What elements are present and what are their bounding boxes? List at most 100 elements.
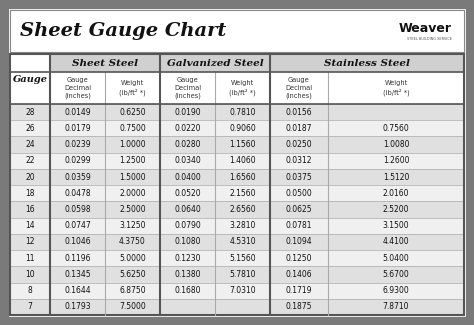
Text: 1.0080: 1.0080 — [383, 140, 409, 149]
Text: 0.1345: 0.1345 — [64, 270, 91, 279]
Text: 1.5120: 1.5120 — [383, 173, 409, 182]
Text: 4.4100: 4.4100 — [383, 238, 410, 246]
Text: 1.4060: 1.4060 — [229, 156, 256, 165]
Text: 24: 24 — [25, 140, 35, 149]
Text: Gauge: Gauge — [12, 74, 47, 84]
Bar — [10, 185, 464, 202]
Text: 0.0156: 0.0156 — [286, 108, 312, 117]
Text: 28: 28 — [25, 108, 35, 117]
Text: 1.5000: 1.5000 — [119, 173, 146, 182]
Text: 0.1094: 0.1094 — [286, 238, 312, 246]
Text: 5.0400: 5.0400 — [383, 254, 410, 263]
Bar — [10, 218, 464, 234]
Bar — [10, 54, 50, 104]
Text: 0.1380: 0.1380 — [174, 270, 201, 279]
Text: 0.6250: 0.6250 — [119, 108, 146, 117]
Text: 0.0179: 0.0179 — [64, 124, 91, 133]
Bar — [10, 299, 464, 315]
Text: 0.1680: 0.1680 — [174, 286, 201, 295]
Text: 0.1875: 0.1875 — [286, 302, 312, 311]
Text: 0.0375: 0.0375 — [286, 173, 312, 182]
Text: 16: 16 — [25, 205, 35, 214]
Text: Gauge
Decimal
(inches): Gauge Decimal (inches) — [174, 77, 201, 99]
Text: 0.0500: 0.0500 — [286, 189, 312, 198]
Text: 0.1230: 0.1230 — [174, 254, 201, 263]
Text: 2.5000: 2.5000 — [119, 205, 146, 214]
Text: 0.1080: 0.1080 — [174, 238, 201, 246]
Text: 8: 8 — [27, 286, 32, 295]
Text: 5.6700: 5.6700 — [383, 270, 410, 279]
Text: 7.5000: 7.5000 — [119, 302, 146, 311]
Bar — [10, 10, 464, 52]
Bar — [270, 54, 464, 72]
Text: 0.0299: 0.0299 — [64, 156, 91, 165]
Text: 1.6560: 1.6560 — [229, 173, 256, 182]
Bar — [10, 169, 464, 185]
Text: 0.0190: 0.0190 — [174, 108, 201, 117]
Text: 2.1560: 2.1560 — [229, 189, 256, 198]
Text: 7.8710: 7.8710 — [383, 302, 409, 311]
Text: 5.1560: 5.1560 — [229, 254, 256, 263]
Text: 5.0000: 5.0000 — [119, 254, 146, 263]
Text: 0.1406: 0.1406 — [286, 270, 312, 279]
Text: 0.0598: 0.0598 — [64, 205, 91, 214]
Text: 1.0000: 1.0000 — [119, 140, 146, 149]
Bar — [10, 54, 464, 315]
Text: 0.0340: 0.0340 — [174, 156, 201, 165]
Bar — [50, 54, 160, 72]
Text: 0.0250: 0.0250 — [286, 140, 312, 149]
Text: 1.2500: 1.2500 — [119, 156, 146, 165]
Bar — [160, 54, 270, 72]
Text: 22: 22 — [25, 156, 35, 165]
Text: 2.6560: 2.6560 — [229, 205, 256, 214]
Text: 4.3750: 4.3750 — [119, 238, 146, 246]
Text: 0.0520: 0.0520 — [174, 189, 201, 198]
Text: 0.1719: 0.1719 — [286, 286, 312, 295]
Bar — [10, 282, 464, 299]
Text: Sheet Steel: Sheet Steel — [72, 58, 138, 68]
Text: Weight
(lb/ft² *): Weight (lb/ft² *) — [229, 80, 256, 96]
Text: 2.0000: 2.0000 — [119, 189, 146, 198]
Text: 14: 14 — [25, 221, 35, 230]
Text: 2.5200: 2.5200 — [383, 205, 409, 214]
Bar — [10, 153, 464, 169]
Text: 5.7810: 5.7810 — [229, 270, 256, 279]
Text: 0.0747: 0.0747 — [64, 221, 91, 230]
Text: 0.0790: 0.0790 — [174, 221, 201, 230]
Text: Weaver: Weaver — [399, 22, 452, 35]
Text: Weight
(lb/ft² *): Weight (lb/ft² *) — [119, 80, 146, 96]
Bar — [10, 202, 464, 218]
Text: 0.1196: 0.1196 — [64, 254, 91, 263]
Bar — [10, 136, 464, 153]
Text: 0.7560: 0.7560 — [383, 124, 410, 133]
Text: 20: 20 — [25, 173, 35, 182]
Text: 7.0310: 7.0310 — [229, 286, 256, 295]
Text: 12: 12 — [25, 238, 35, 246]
Text: 0.0359: 0.0359 — [64, 173, 91, 182]
Text: 0.0312: 0.0312 — [286, 156, 312, 165]
Text: 6.9300: 6.9300 — [383, 286, 410, 295]
Text: 0.0280: 0.0280 — [174, 140, 201, 149]
Text: 3.1500: 3.1500 — [383, 221, 410, 230]
Text: 7: 7 — [27, 302, 32, 311]
Text: 0.0640: 0.0640 — [174, 205, 201, 214]
Bar — [50, 72, 464, 104]
Text: 0.1046: 0.1046 — [64, 238, 91, 246]
Text: STEEL BUILDING SERVICE: STEEL BUILDING SERVICE — [407, 37, 452, 41]
Text: 0.1250: 0.1250 — [286, 254, 312, 263]
Bar — [10, 250, 464, 266]
Text: Gauge
Decimal
(inches): Gauge Decimal (inches) — [285, 77, 312, 99]
Bar — [10, 266, 464, 282]
Text: 4.5310: 4.5310 — [229, 238, 256, 246]
Text: 0.1793: 0.1793 — [64, 302, 91, 311]
Text: 1.2600: 1.2600 — [383, 156, 409, 165]
Text: 0.1644: 0.1644 — [64, 286, 91, 295]
Text: 1.1560: 1.1560 — [229, 140, 256, 149]
Text: Gauge
Decimal
(inches): Gauge Decimal (inches) — [64, 77, 91, 99]
Text: 0.0781: 0.0781 — [286, 221, 312, 230]
Text: 0.0625: 0.0625 — [286, 205, 312, 214]
Text: Galvanized Steel: Galvanized Steel — [167, 58, 264, 68]
Text: 0.0149: 0.0149 — [64, 108, 91, 117]
Bar — [10, 120, 464, 136]
Text: 0.0187: 0.0187 — [286, 124, 312, 133]
